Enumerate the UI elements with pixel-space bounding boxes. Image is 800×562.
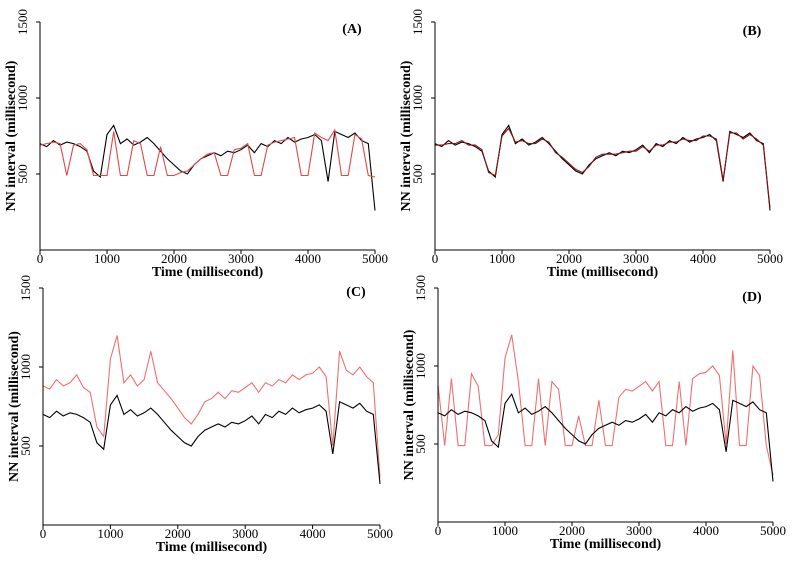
x-tick-label: 4000 xyxy=(295,251,321,266)
x-tick-label: 2000 xyxy=(161,251,187,266)
y-axis-label: NN interval (millisecond) xyxy=(399,60,414,211)
y-axis-label: NN interval (millisecond) xyxy=(7,331,22,482)
chart-title: (A) xyxy=(342,22,362,37)
y-tick-label: 1000 xyxy=(15,85,30,111)
chart-title: (C) xyxy=(346,285,366,300)
y-tick-label: 1000 xyxy=(410,85,425,111)
x-tick-label: 3000 xyxy=(228,251,254,266)
x-axis-label: Time (millisecond) xyxy=(547,265,659,280)
x-tick-label: 4000 xyxy=(693,523,719,538)
x-tick-label: 2000 xyxy=(165,526,191,541)
x-tick-label: 4000 xyxy=(690,251,716,266)
series-line xyxy=(42,335,381,478)
series-line xyxy=(435,127,771,208)
series-line xyxy=(42,394,381,484)
x-axis-label: Time (millisecond) xyxy=(156,540,268,555)
x-tick-label: 2000 xyxy=(556,251,582,266)
y-tick-label: 500 xyxy=(18,436,33,456)
x-tick-label: 5000 xyxy=(362,251,388,266)
series-line xyxy=(39,128,376,178)
x-tick-label: 5000 xyxy=(757,251,783,266)
y-axis-label: NN interval (millisecond) xyxy=(402,329,417,480)
x-axis-label: Time (millisecond) xyxy=(550,537,662,552)
x-tick-label: 0 xyxy=(435,523,442,538)
series-line xyxy=(437,392,774,482)
y-tick-label: 500 xyxy=(413,434,428,454)
y-axis-label: NN interval (millisecond) xyxy=(4,60,19,211)
x-tick-label: 1000 xyxy=(97,526,123,541)
x-tick-label: 3000 xyxy=(232,526,258,541)
chart-title: (B) xyxy=(743,24,762,39)
y-tick-label: 1500 xyxy=(413,275,428,301)
x-tick-label: 0 xyxy=(432,251,439,266)
y-tick-label: 500 xyxy=(15,164,30,184)
x-axis-label: Time (millisecond) xyxy=(152,265,264,280)
y-tick-label: 1500 xyxy=(410,9,425,35)
x-tick-label: 5000 xyxy=(760,523,786,538)
x-tick-label: 0 xyxy=(37,251,44,266)
x-tick-label: 1000 xyxy=(94,251,120,266)
x-tick-label: 4000 xyxy=(300,526,326,541)
chart-title: (D) xyxy=(742,290,762,305)
x-tick-label: 0 xyxy=(40,526,47,541)
x-tick-label: 3000 xyxy=(626,523,652,538)
series-line xyxy=(39,124,376,211)
y-tick-label: 1000 xyxy=(18,354,33,380)
y-tick-label: 500 xyxy=(410,164,425,184)
series-line xyxy=(437,334,774,476)
x-tick-label: 1000 xyxy=(492,523,518,538)
y-tick-label: 1500 xyxy=(18,275,33,301)
x-tick-label: 5000 xyxy=(367,526,393,541)
x-tick-label: 2000 xyxy=(559,523,585,538)
series-line xyxy=(434,124,771,211)
y-tick-label: 1000 xyxy=(413,353,428,379)
x-tick-label: 1000 xyxy=(489,251,515,266)
y-tick-label: 1500 xyxy=(15,9,30,35)
x-tick-label: 3000 xyxy=(623,251,649,266)
